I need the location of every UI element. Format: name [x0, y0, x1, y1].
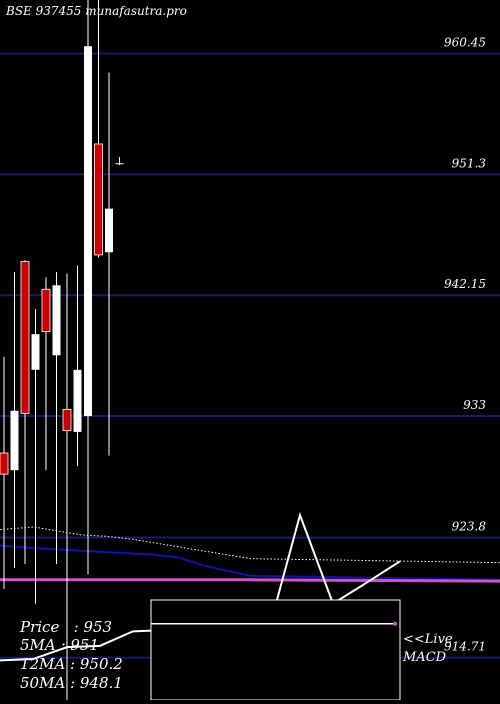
stat-price: Price : 953 — [19, 618, 112, 636]
candle-body-1 — [10, 410, 19, 471]
macd-live-label: <<Live — [403, 632, 453, 647]
moving-average-line-1 — [0, 544, 500, 581]
labels: BSE 937455 munafasutra.pro Price : 953 5… — [5, 4, 187, 692]
candle-body-3 — [31, 334, 40, 370]
moving-averages — [0, 526, 500, 583]
candle-body-4 — [41, 288, 51, 332]
tick-label-4: 923.8 — [452, 520, 487, 534]
tick-label-5: 914.71 — [444, 640, 486, 654]
tick-label-1: 951.3 — [452, 156, 487, 170]
candle-body-0 — [0, 452, 9, 475]
candle-body-5 — [52, 285, 61, 356]
candle-body-10 — [105, 208, 113, 253]
macd-name-label: MACD — [402, 650, 447, 665]
stat-12ma: 12MA : 950.2 — [20, 655, 123, 673]
tick-label-3: 933 — [463, 398, 486, 412]
gridlines: 960.45 951.3 942.15 933 923.8 914.71 — [0, 35, 500, 659]
candle-body-6 — [62, 409, 72, 431]
candle-body-8 — [84, 46, 92, 417]
moving-average-line-2 — [0, 578, 500, 583]
candle-body-9 — [94, 143, 103, 256]
moving-average-line-0 — [0, 526, 500, 564]
stat-5ma: 5MA : 951 — [20, 636, 99, 654]
macd-box — [150, 599, 401, 701]
macd-signal-marker — [393, 621, 397, 626]
chart-title: BSE 937455 munafasutra.pro — [5, 4, 187, 18]
macd-panel: <<Live MACD — [150, 599, 453, 701]
tick-label-0: 960.45 — [444, 35, 486, 49]
candle-body-7 — [73, 369, 82, 432]
candles — [0, 0, 124, 704]
tick-label-2: 942.15 — [444, 277, 486, 291]
candle-body-2 — [20, 261, 30, 414]
stat-50ma: 50MA : 948.1 — [20, 674, 123, 692]
